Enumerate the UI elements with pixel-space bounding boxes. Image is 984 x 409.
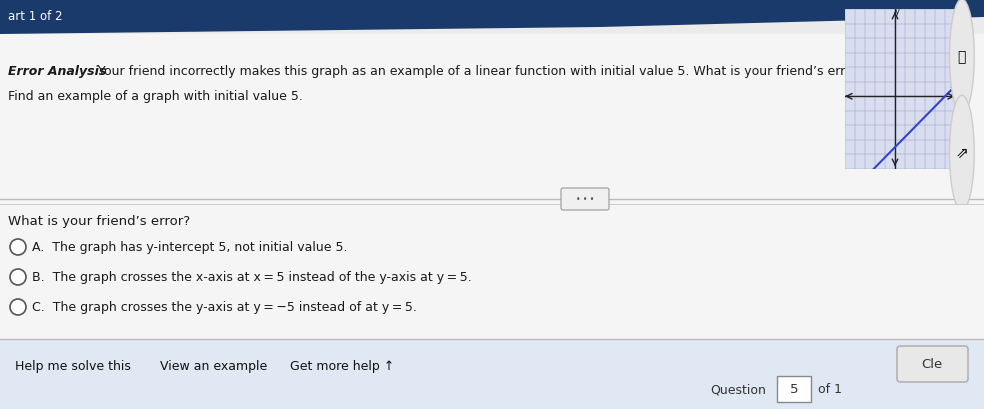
Text: ⇗: ⇗	[955, 146, 968, 161]
Text: Find an example of a graph with initial value 5.: Find an example of a graph with initial …	[8, 90, 303, 103]
Circle shape	[950, 96, 974, 211]
Polygon shape	[0, 0, 984, 35]
Circle shape	[10, 270, 26, 285]
Text: C.  The graph crosses the y-axis at y = −5 instead of at y = 5.: C. The graph crosses the y-axis at y = −…	[32, 301, 417, 314]
Text: 🔍: 🔍	[957, 50, 966, 64]
Circle shape	[950, 0, 974, 115]
Text: 5: 5	[790, 382, 798, 396]
Text: art 1 of 2: art 1 of 2	[8, 11, 63, 23]
Text: Cle: Cle	[921, 357, 943, 371]
Text: Question: Question	[710, 382, 766, 396]
Text: x: x	[950, 85, 954, 94]
FancyBboxPatch shape	[777, 376, 811, 402]
Text: Error Analysis: Error Analysis	[8, 65, 106, 78]
Text: Help me solve this: Help me solve this	[15, 360, 131, 373]
Bar	[0, 339, 984, 409]
Text: B.  The graph crosses the x-axis at x = 5 instead of the y-axis at y = 5.: B. The graph crosses the x-axis at x = 5…	[32, 271, 471, 284]
Text: Get more help ↑: Get more help ↑	[290, 360, 395, 373]
Bar	[0, 35, 984, 344]
Text: View an example: View an example	[160, 360, 268, 373]
Text: • • •: • • •	[576, 195, 594, 204]
Text: y: y	[895, 7, 900, 16]
Circle shape	[10, 299, 26, 315]
Text: What is your friend’s error?: What is your friend’s error?	[8, 214, 190, 227]
Text: of 1: of 1	[818, 382, 842, 396]
FancyBboxPatch shape	[561, 189, 609, 211]
Text: Your friend incorrectly makes this graph as an example of a linear function with: Your friend incorrectly makes this graph…	[90, 65, 864, 78]
FancyBboxPatch shape	[897, 346, 968, 382]
Text: A.  The graph has y-intercept 5, not initial value 5.: A. The graph has y-intercept 5, not init…	[32, 241, 347, 254]
Circle shape	[10, 239, 26, 255]
